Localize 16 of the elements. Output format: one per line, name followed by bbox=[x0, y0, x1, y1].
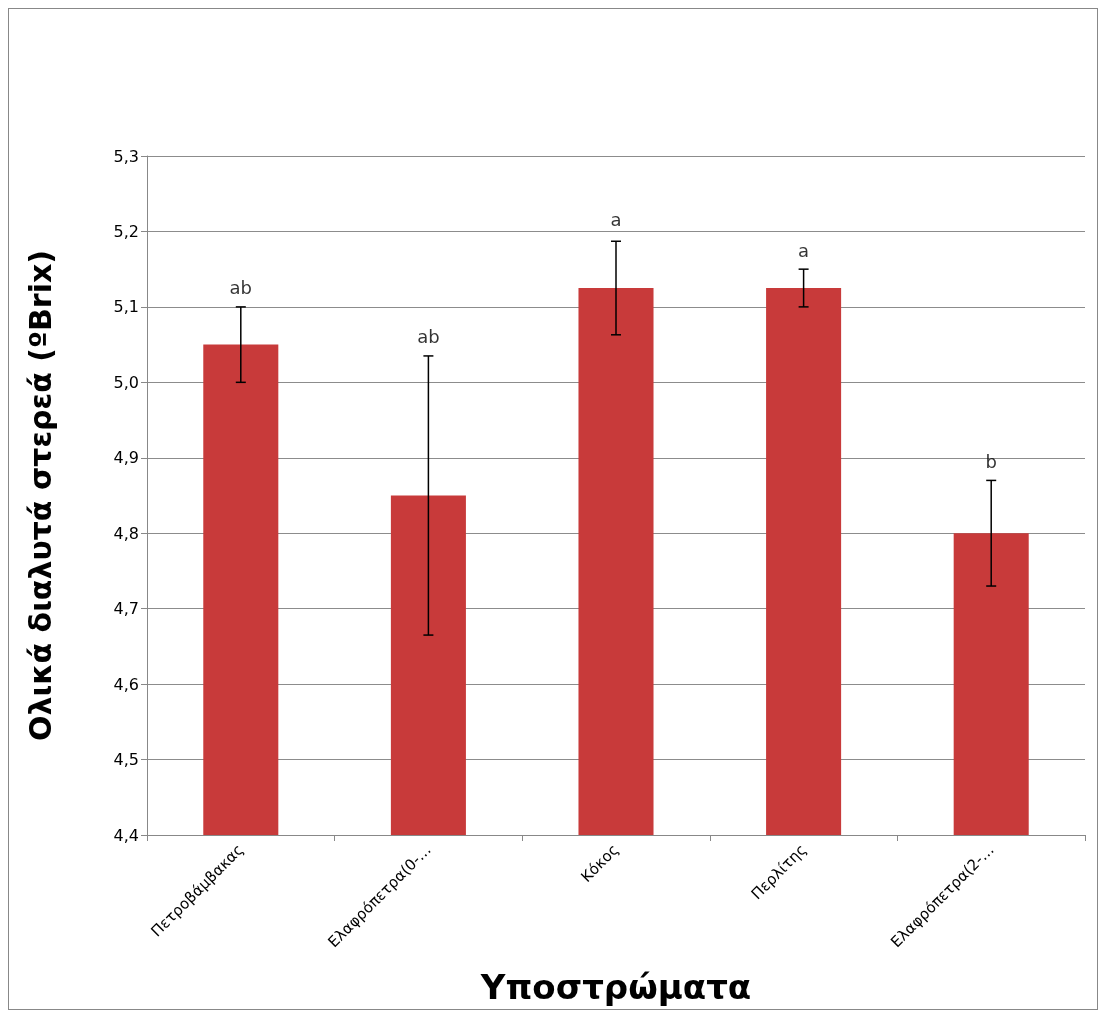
y-tick-label: 4,4 bbox=[113, 825, 139, 845]
y-tick-label: 5,2 bbox=[113, 221, 139, 241]
y-tick-label: 4,7 bbox=[113, 599, 139, 619]
y-tick-label: 5,0 bbox=[113, 372, 139, 392]
y-tick-label: 4,8 bbox=[113, 523, 139, 543]
annotation: a bbox=[798, 239, 810, 261]
y-tick-label: 4,9 bbox=[113, 448, 139, 468]
annotation: a bbox=[610, 209, 622, 231]
annotation: ab bbox=[417, 326, 440, 348]
annotation: ab bbox=[229, 277, 253, 299]
y-tick-label: 4,5 bbox=[113, 750, 139, 770]
y-tick-label: 4,6 bbox=[113, 674, 139, 694]
y-tick-label: 5,1 bbox=[113, 297, 139, 317]
x-axis-title: Υποστρώματα bbox=[479, 967, 752, 1007]
y-tick-label: 5,3 bbox=[113, 146, 139, 166]
y-axis-title: Ολικά διαλυτά στερεά (ºBrix) bbox=[22, 250, 58, 741]
